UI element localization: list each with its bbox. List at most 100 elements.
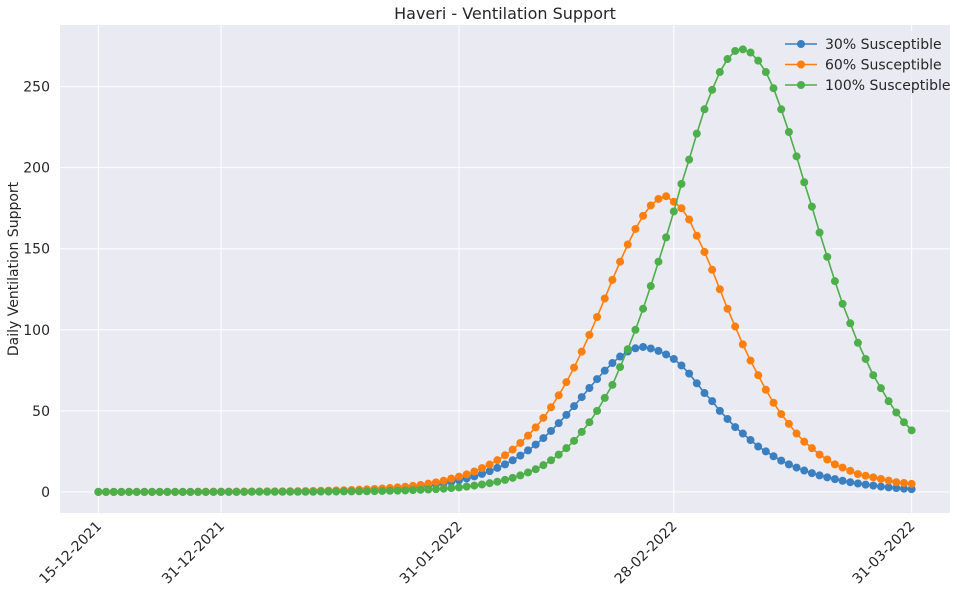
data-point (539, 434, 548, 443)
data-point (800, 466, 809, 475)
data-point (140, 487, 149, 496)
chart-title: Haveri - Ventilation Support (394, 4, 616, 23)
data-point (524, 446, 533, 455)
data-point (194, 487, 203, 496)
data-point (830, 460, 839, 469)
data-point (447, 484, 456, 493)
data-point (493, 477, 502, 486)
data-point (531, 440, 540, 449)
data-point (508, 473, 517, 482)
data-point (286, 487, 295, 496)
data-point (823, 455, 832, 464)
data-point (163, 487, 172, 496)
data-point (807, 469, 816, 478)
data-point (577, 393, 586, 402)
data-point (554, 391, 563, 400)
data-point (662, 192, 671, 201)
data-point (470, 481, 479, 490)
x-tick-label: 31-12-2021 (159, 519, 228, 588)
data-point (838, 299, 847, 308)
data-point (577, 347, 586, 356)
plot-area (60, 25, 950, 513)
data-point (631, 325, 640, 334)
data-point (585, 418, 594, 427)
legend-box (779, 31, 944, 97)
data-point (623, 345, 632, 354)
data-point (708, 397, 717, 406)
data-point (554, 450, 563, 459)
data-point (501, 475, 509, 484)
data-point (224, 487, 233, 496)
data-point (692, 129, 701, 138)
data-point (539, 461, 548, 470)
data-point (616, 257, 625, 266)
data-point (547, 403, 556, 412)
data-point (731, 423, 740, 432)
data-point (454, 472, 463, 481)
data-point (692, 379, 701, 388)
y-tick-label: 200 (23, 161, 50, 177)
data-point (562, 410, 571, 419)
data-point (715, 68, 724, 77)
data-point (447, 474, 456, 483)
x-tick-label: 31-01-2022 (397, 519, 466, 588)
data-point (593, 406, 602, 415)
data-point (807, 202, 816, 211)
data-point (792, 429, 801, 438)
data-point (454, 483, 463, 492)
data-point (102, 487, 111, 496)
data-point (846, 478, 855, 487)
x-tick-label: 15-12-2021 (36, 519, 105, 588)
data-point (646, 201, 655, 210)
data-point (723, 304, 732, 313)
data-point (830, 475, 839, 484)
data-point (477, 469, 486, 478)
data-point (738, 45, 747, 54)
data-point (309, 487, 318, 496)
data-point (708, 265, 717, 274)
data-point (623, 240, 632, 249)
legend-marker (797, 40, 805, 48)
data-point (201, 487, 210, 496)
data-point (723, 414, 732, 423)
data-point (731, 46, 740, 55)
data-point (240, 487, 249, 496)
data-point (577, 427, 586, 436)
data-point (669, 207, 678, 216)
data-point (646, 344, 655, 353)
data-point (777, 456, 786, 465)
y-tick-label: 50 (32, 404, 50, 420)
data-point (593, 375, 602, 384)
data-point (662, 233, 671, 242)
data-point (324, 487, 333, 496)
data-point (876, 384, 885, 393)
data-point (654, 257, 663, 266)
data-point (316, 487, 325, 496)
data-point (109, 487, 118, 496)
data-point (439, 484, 448, 493)
legend-label: 60% Susceptible (825, 58, 942, 74)
x-tick-label: 28-02-2022 (612, 519, 681, 588)
data-point (278, 487, 287, 496)
data-point (838, 463, 847, 472)
data-point (132, 487, 141, 496)
data-point (646, 282, 655, 291)
data-point (631, 224, 640, 233)
data-point (562, 378, 571, 387)
data-point (593, 312, 602, 321)
data-point (876, 474, 885, 483)
data-point (125, 487, 134, 496)
data-point (777, 410, 786, 419)
data-point (171, 487, 180, 496)
data-point (431, 485, 440, 494)
data-point (754, 371, 763, 380)
data-point (585, 384, 594, 393)
data-point (186, 487, 195, 496)
data-point (662, 350, 671, 359)
data-point (493, 463, 502, 472)
data-point (869, 371, 878, 380)
data-point (217, 487, 226, 496)
data-point (769, 84, 778, 93)
data-point (117, 487, 126, 496)
data-point (892, 408, 901, 417)
